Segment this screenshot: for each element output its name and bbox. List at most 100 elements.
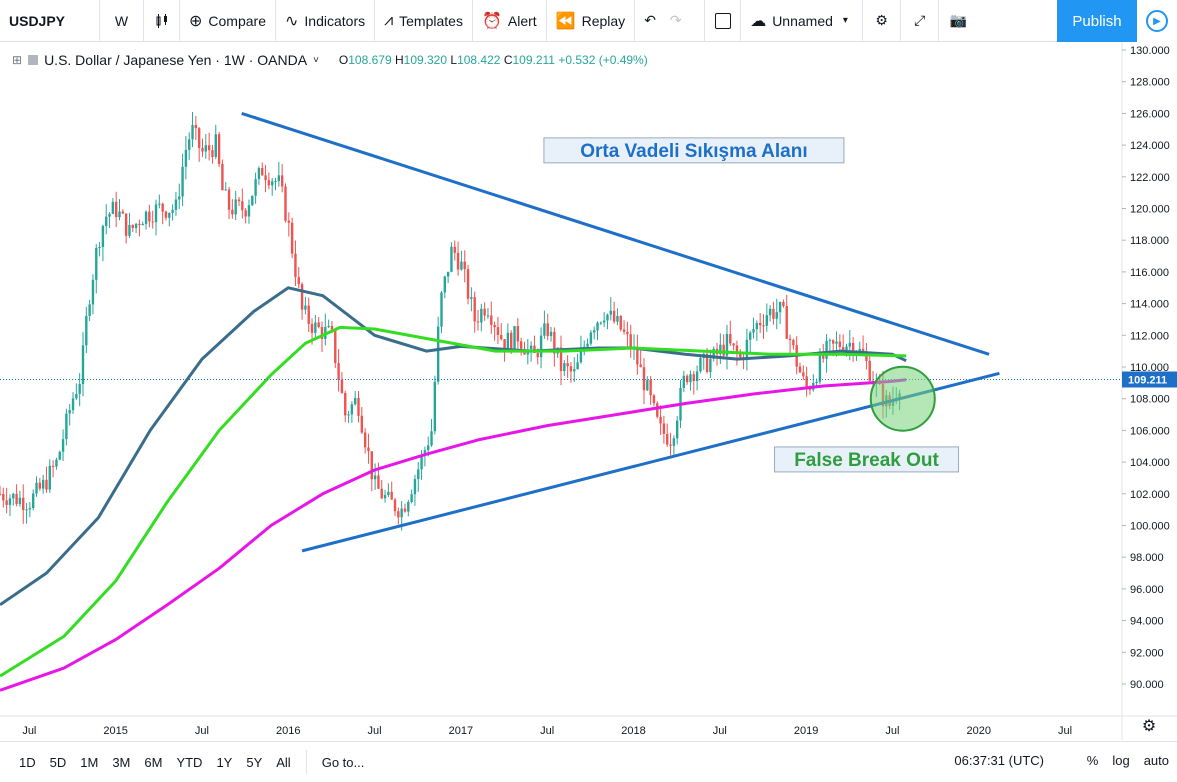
candle-body — [566, 363, 569, 367]
settings-button[interactable]: ⚙ — [863, 0, 902, 42]
candle-body — [815, 381, 818, 384]
goto-button[interactable]: Go to... — [321, 754, 365, 770]
candle-body — [280, 175, 284, 187]
candle-body — [304, 305, 307, 310]
redo-icon[interactable]: ↷ — [669, 12, 682, 28]
x-tick-label: 2016 — [276, 725, 300, 737]
candle-body — [443, 276, 447, 293]
clock[interactable]: 06:37:31 (UTC) — [954, 753, 1044, 768]
ohlc-values: O108.679 H109.320 L108.422 C109.211 +0.5… — [338, 53, 648, 67]
candle-body — [480, 308, 483, 323]
range-button-1d[interactable]: 1D — [19, 754, 36, 770]
candle-body — [579, 349, 583, 363]
candle-body — [672, 438, 676, 446]
interval-button[interactable]: W — [100, 0, 144, 42]
candle-body — [510, 332, 513, 350]
price-chart[interactable]: 130.000 128.000 126.000 124.000 122.000 120.0… — [0, 42, 1177, 740]
candle-body — [825, 340, 828, 359]
candle-body — [267, 180, 271, 186]
expand-icon[interactable]: ⊞ — [12, 53, 23, 67]
symbol-search[interactable]: USDJPY — [0, 0, 100, 42]
candle-body — [141, 223, 144, 226]
moving-average-line-0 — [0, 286, 907, 607]
candle-body — [692, 374, 695, 382]
y-tick-label: 106.000 — [1130, 425, 1170, 437]
range-button-1y[interactable]: 1Y — [216, 754, 233, 770]
range-button-all[interactable]: All — [276, 754, 291, 770]
publish-button[interactable]: Publish — [1057, 0, 1137, 42]
percent-button[interactable]: % — [1086, 753, 1099, 768]
x-tick-label: 2017 — [449, 725, 473, 737]
candle-body — [649, 380, 652, 396]
compare-button[interactable]: ⊕ Compare — [180, 0, 276, 42]
range-button-1m[interactable]: 1M — [80, 754, 99, 770]
alert-button[interactable]: ⏰ Alert — [473, 0, 547, 42]
candle-body — [473, 297, 476, 322]
candle-body — [745, 339, 749, 361]
layout-button[interactable] — [705, 0, 742, 42]
candle-body — [61, 439, 65, 452]
log-button[interactable]: log — [1112, 753, 1130, 768]
candle-body — [161, 203, 164, 212]
y-tick-label: 90.000 — [1130, 679, 1164, 691]
candle-body — [71, 398, 75, 411]
candle-body — [768, 308, 772, 316]
trendline-0 — [241, 111, 990, 356]
candle-body — [659, 416, 662, 424]
candle-body — [45, 479, 48, 490]
candle-body — [314, 322, 317, 333]
axis-settings-button[interactable]: ⚙ — [1137, 716, 1161, 740]
candle-body — [642, 367, 646, 391]
y-tick-label: 116.000 — [1130, 267, 1169, 279]
replay-button[interactable]: ⏪ Replay — [547, 0, 636, 42]
candle-body — [549, 331, 553, 337]
candle-body — [529, 345, 533, 350]
candle-body — [845, 346, 848, 353]
play-button[interactable]: ▶ — [1137, 0, 1177, 42]
candle-body — [619, 315, 622, 330]
candle-body — [602, 320, 606, 323]
candle-body — [599, 322, 603, 324]
candle-body — [576, 362, 579, 370]
gear-icon: ⚙ — [875, 12, 888, 28]
candle-body — [197, 128, 201, 148]
annotation-text-0: Orta Vadeli Sıkışma Alanı — [580, 141, 807, 162]
layout-name-button[interactable]: ☁ Unnamed ▾ — [741, 0, 864, 42]
y-tick-label: 122.000 — [1130, 172, 1170, 184]
candle-body — [367, 447, 370, 452]
range-button-ytd[interactable]: YTD — [176, 754, 203, 770]
y-tick-label: 98.000 — [1130, 552, 1164, 564]
range-button-6m[interactable]: 6M — [144, 754, 163, 770]
candle-body — [732, 343, 735, 346]
candle-body — [327, 325, 330, 327]
candles-icon[interactable] — [144, 0, 180, 42]
candle-body — [118, 211, 121, 218]
candle-body — [234, 199, 237, 215]
candle-body — [48, 465, 51, 490]
candle-body — [357, 397, 360, 416]
auto-button[interactable]: auto — [1143, 753, 1169, 768]
undo-redo: ↶ ↷ — [635, 0, 706, 42]
candle-body — [712, 348, 715, 359]
templates-button[interactable]: ⩘ Templates — [375, 0, 473, 42]
chevron-down-icon[interactable]: ˅ — [313, 54, 319, 66]
candle-body — [227, 189, 231, 210]
candle-body — [705, 353, 709, 373]
range-button-5d[interactable]: 5D — [49, 754, 67, 770]
candle-body — [519, 341, 523, 349]
range-button-3m[interactable]: 3M — [112, 754, 131, 770]
candle-body — [35, 482, 38, 494]
fullscreen-button[interactable]: ⤢ — [901, 0, 940, 42]
indicators-button[interactable]: ∿ Indicators — [276, 0, 376, 42]
undo-icon[interactable]: ↶ — [644, 12, 656, 28]
legend-title[interactable]: U.S. Dollar / Japanese Yen · 1W · OANDA — [44, 52, 308, 68]
range-button-5y[interactable]: 5Y — [246, 754, 263, 770]
candle-body — [5, 500, 8, 505]
candle-body — [360, 415, 364, 433]
candle-body — [725, 333, 729, 356]
candle-body — [592, 330, 596, 333]
snapshot-button[interactable]: 📷 — [939, 0, 977, 42]
candle-body — [772, 308, 775, 319]
candle-body — [798, 366, 802, 373]
candle-body — [612, 310, 616, 322]
